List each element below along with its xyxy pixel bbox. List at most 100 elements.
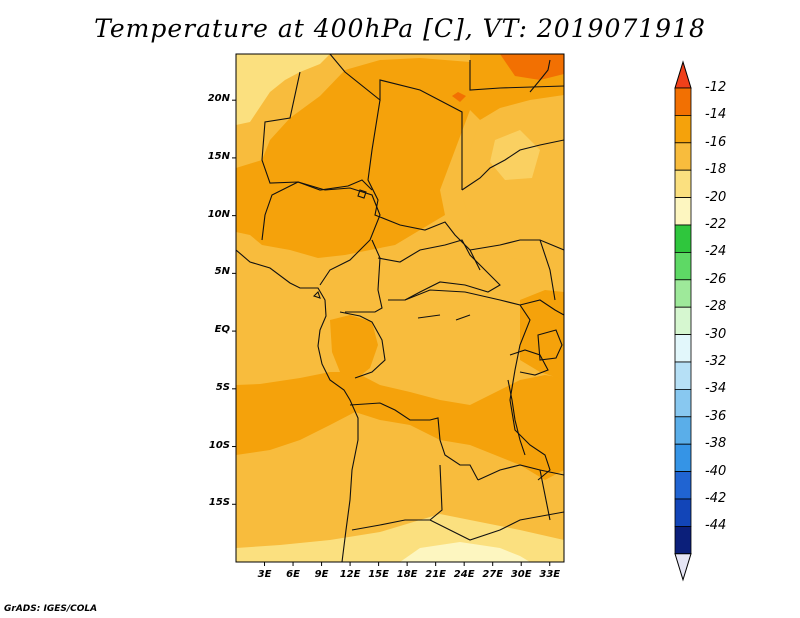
colorbar-swatch bbox=[674, 251, 692, 281]
lon-label: 24E bbox=[453, 569, 475, 580]
colorbar-swatch bbox=[674, 498, 692, 527]
axis-ticks bbox=[232, 99, 551, 566]
lon-label: 3E bbox=[257, 569, 272, 580]
colorbar-label: -34 bbox=[705, 381, 727, 397]
lon-label: 33E bbox=[539, 569, 561, 580]
lat-label: EQ bbox=[214, 324, 230, 336]
lat-label: 20N bbox=[207, 93, 230, 105]
border-congo-drc bbox=[339, 311, 386, 379]
colorbar-swatch bbox=[674, 169, 692, 198]
lat-label: 10S bbox=[208, 439, 230, 451]
colorbar-label: -12 bbox=[705, 80, 727, 95]
colorbar-swatch bbox=[674, 526, 692, 555]
colorbar-swatch bbox=[674, 306, 692, 336]
field-spot-14-12 bbox=[452, 92, 466, 102]
colorbar-label: -22 bbox=[705, 217, 727, 232]
lat-label: 15N bbox=[207, 150, 230, 162]
field-south-22-20 bbox=[400, 542, 530, 562]
lon-label: 12E bbox=[339, 569, 361, 580]
field-atlantic-16-14 bbox=[236, 372, 564, 480]
border-nigeria bbox=[261, 181, 381, 286]
field-gabon-16-14 bbox=[330, 315, 378, 380]
lat-label: 10N bbox=[207, 208, 230, 220]
colorbar-label: -32 bbox=[705, 354, 727, 369]
colorbar-label: -20 bbox=[705, 189, 727, 205]
plot-frame bbox=[235, 53, 565, 563]
colorbar-label: -38 bbox=[705, 436, 727, 452]
colorbar-label: -24 bbox=[705, 244, 727, 260]
colorbar-label: -30 bbox=[705, 326, 727, 342]
colorbar-swatch bbox=[674, 361, 692, 390]
border-uganda bbox=[519, 299, 564, 316]
field-sudan-18-16 bbox=[460, 100, 564, 262]
lat-label: 5N bbox=[214, 266, 230, 278]
border-angola-east bbox=[351, 464, 443, 531]
lon-label: 9E bbox=[314, 569, 329, 580]
colorbar-label: -18 bbox=[705, 162, 727, 178]
colorbar-swatch bbox=[674, 87, 692, 116]
colorbar-top-arrow bbox=[674, 60, 692, 89]
colorbar-swatch bbox=[674, 115, 692, 144]
border-car bbox=[377, 239, 501, 301]
colorbar-swatch bbox=[674, 388, 692, 418]
colorbar-swatch bbox=[674, 142, 692, 171]
lat-label: 15S bbox=[208, 497, 230, 509]
field-ne-14-12 bbox=[500, 54, 564, 80]
lon-label: 6E bbox=[286, 569, 300, 580]
lon-label: 15E bbox=[368, 569, 389, 580]
lon-label: 21E bbox=[425, 569, 447, 580]
field-sudan-20-18-spot bbox=[490, 130, 540, 180]
border-cameroon bbox=[345, 239, 383, 313]
lat-label: 5S bbox=[215, 381, 230, 393]
border-zambia bbox=[477, 464, 564, 481]
colorbar-swatch bbox=[674, 279, 692, 308]
field-east-16-14 bbox=[520, 290, 564, 380]
lake-malawi bbox=[539, 469, 551, 521]
colorbar bbox=[674, 60, 692, 582]
borders bbox=[236, 54, 564, 562]
bioko-island bbox=[312, 290, 321, 299]
border-rwanda bbox=[509, 349, 549, 376]
lake-congo-2 bbox=[455, 314, 471, 321]
lon-label: 18E bbox=[396, 569, 418, 580]
sinai-coast bbox=[529, 59, 551, 93]
colorbar-label: -28 bbox=[705, 299, 727, 315]
temperature-field bbox=[236, 54, 564, 562]
lake-chad bbox=[357, 189, 367, 199]
chart-title: Temperature at 400hPa [C], VT: 201907191… bbox=[94, 14, 706, 43]
colorbar-bottom-arrow bbox=[674, 553, 692, 582]
grads-credit: GrADS: IGES/COLA bbox=[4, 604, 98, 614]
border-kenya bbox=[539, 239, 556, 301]
colorbar-label: -42 bbox=[705, 491, 727, 506]
border-mali-niger bbox=[261, 71, 373, 191]
colorbar-label: -16 bbox=[705, 134, 727, 150]
border-niger-algeria bbox=[329, 54, 463, 190]
lake-victoria bbox=[537, 329, 563, 361]
lake-congo-1 bbox=[417, 314, 441, 319]
border-namibia bbox=[429, 511, 564, 541]
field-sahel-16-14 bbox=[236, 58, 475, 258]
border-angola-north bbox=[349, 402, 479, 481]
lake-tanganyika bbox=[507, 379, 526, 456]
field-nw-20-18 bbox=[236, 54, 330, 125]
colorbar-swatch bbox=[674, 471, 692, 500]
nile-border bbox=[469, 60, 564, 91]
colorbar-swatch bbox=[674, 224, 692, 253]
colorbar-label: -36 bbox=[705, 408, 727, 424]
colorbar-label: -44 bbox=[705, 518, 727, 534]
colorbar-swatch bbox=[674, 443, 692, 473]
border-south-sudan bbox=[469, 239, 564, 251]
border-chad bbox=[367, 99, 481, 271]
border-drc-north bbox=[404, 289, 551, 481]
lon-label: 30E bbox=[510, 569, 532, 580]
colorbar-label: -40 bbox=[705, 463, 727, 479]
colorbar-swatch bbox=[674, 416, 692, 445]
border-sudan-east bbox=[461, 139, 564, 191]
lon-label: 27E bbox=[482, 569, 504, 580]
coastline-west bbox=[236, 249, 359, 562]
colorbar-swatch bbox=[674, 334, 692, 363]
colorbar-swatch bbox=[674, 197, 692, 226]
colorbar-label: -14 bbox=[705, 107, 727, 123]
colorbar-label: -26 bbox=[705, 271, 727, 287]
